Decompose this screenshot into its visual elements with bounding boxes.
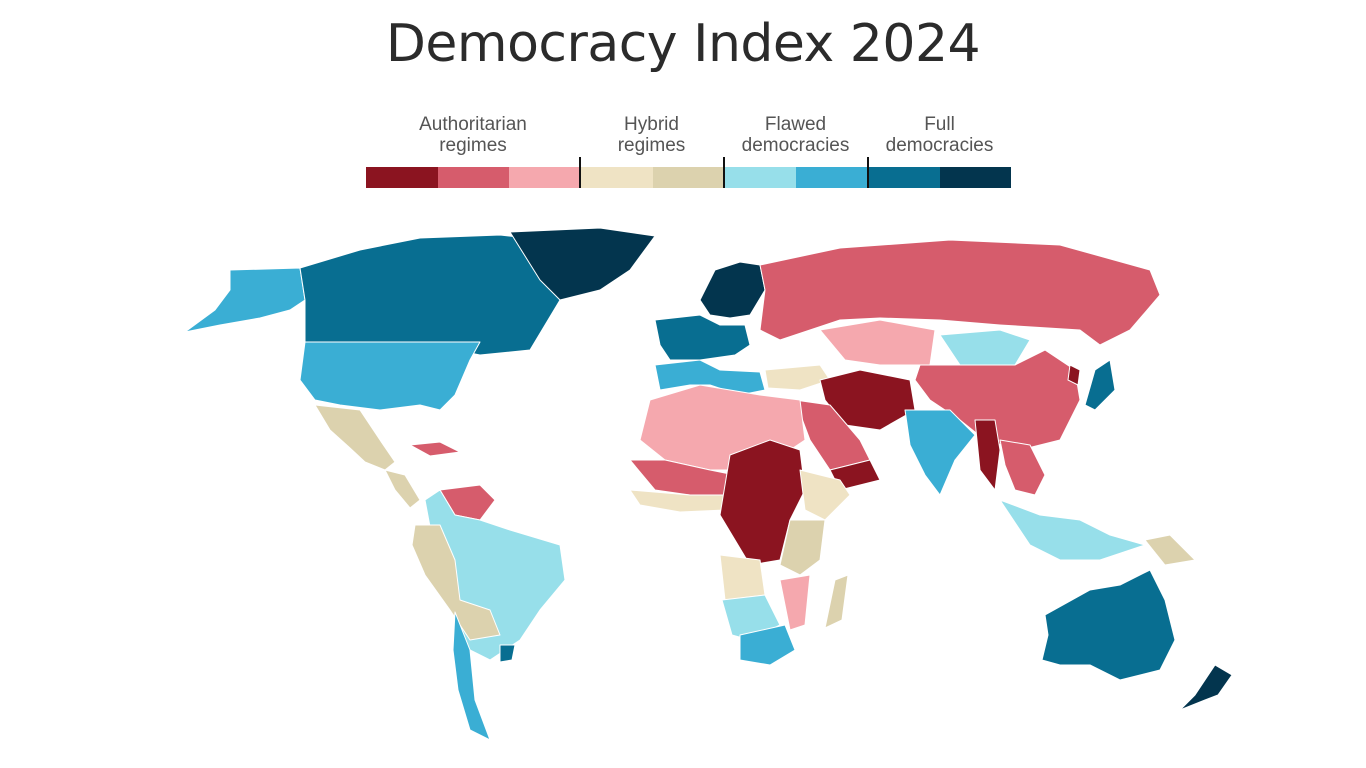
region-central-america <box>384 469 421 509</box>
region-cuba <box>409 441 461 457</box>
legend-label-authoritarian: Authoritarian regimes <box>388 114 558 156</box>
region-mexico <box>314 404 396 471</box>
legend-swatch <box>724 167 797 188</box>
region-kazakhstan <box>819 319 936 366</box>
region-japan <box>1084 359 1116 411</box>
region-turkey <box>764 364 831 391</box>
region-andes <box>411 524 501 641</box>
legend-divider <box>867 157 869 188</box>
legend-label-full: Full democracies <box>868 114 1011 156</box>
region-southern-europe <box>654 359 766 396</box>
region-greenland <box>509 227 656 301</box>
legend-color-scale <box>366 167 1012 188</box>
legend-swatch <box>652 167 725 188</box>
legend-swatch <box>867 167 940 188</box>
legend-label-line: regimes <box>617 135 686 156</box>
legend-swatch <box>366 167 438 188</box>
region-india <box>904 409 976 496</box>
region-mozambique <box>779 574 811 631</box>
legend-label-hybrid: Hybrid regimes <box>580 114 723 156</box>
region-indonesia <box>999 499 1146 561</box>
legend-divider <box>579 157 581 188</box>
legend-label-line: Hybrid <box>624 114 679 135</box>
legend-swatch <box>509 167 582 188</box>
legend-swatch <box>581 167 653 188</box>
region-china <box>914 349 1081 451</box>
legend-label-line: democracies <box>741 135 850 156</box>
legend-label-line: democracies <box>885 135 994 156</box>
region-southeast-asia <box>999 439 1046 496</box>
region-uruguay <box>499 644 516 663</box>
legend-swatch <box>437 167 510 188</box>
legend-divider <box>723 157 725 188</box>
region-png <box>1144 534 1196 566</box>
region-canada <box>299 234 561 356</box>
region-madagascar <box>824 574 849 629</box>
region-russia <box>759 239 1161 346</box>
region-western-europe <box>654 314 751 361</box>
region-korea <box>1067 364 1081 386</box>
region-alaska <box>184 267 306 333</box>
region-scandinavia <box>699 261 766 319</box>
region-australia <box>1041 569 1176 681</box>
legend-label-flawed: Flawed democracies <box>724 114 867 156</box>
world-map <box>184 227 1233 741</box>
region-new-zealand <box>1179 664 1233 711</box>
region-chile <box>452 611 491 741</box>
page-title: Democracy Index 2024 <box>385 14 981 74</box>
region-mongolia <box>939 329 1031 366</box>
legend-label-line: Full <box>924 114 955 135</box>
legend-label-line: regimes <box>439 135 507 156</box>
legend-swatch <box>796 167 868 188</box>
region-iran-afghanistan <box>819 369 916 431</box>
region-horn-of-africa <box>799 469 851 521</box>
region-usa <box>299 341 481 411</box>
legend-swatch <box>939 167 1012 188</box>
region-angola <box>719 554 766 601</box>
legend-label-line: Authoritarian <box>419 114 527 135</box>
legend-label-line: Flawed <box>764 114 827 135</box>
region-east-africa <box>779 519 826 576</box>
region-south-africa <box>739 624 796 666</box>
legend: Authoritarian regimes Hybrid regimes Fla… <box>366 112 1012 192</box>
region-myanmar <box>974 419 1001 491</box>
region-central-africa <box>719 439 806 566</box>
